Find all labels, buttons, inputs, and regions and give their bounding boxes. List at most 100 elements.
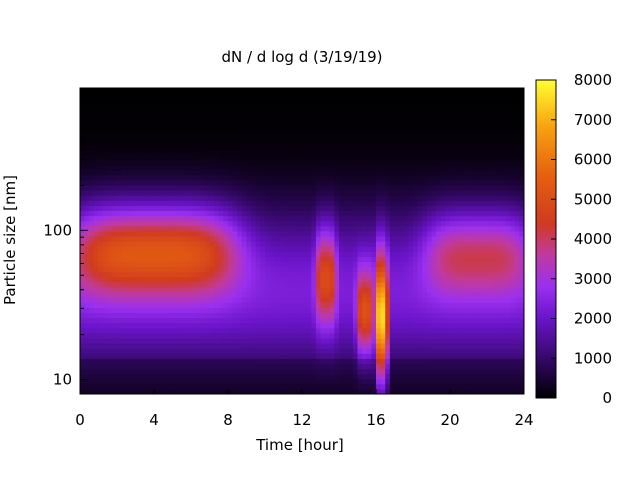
heatmap-cell xyxy=(260,139,266,145)
heatmap-cell xyxy=(163,261,169,268)
heatmap-cell xyxy=(232,225,238,232)
heatmap-cell xyxy=(459,388,465,394)
heatmap-cell xyxy=(251,246,257,252)
heatmap-cell xyxy=(292,317,298,324)
heatmap-cell xyxy=(214,118,220,125)
heatmap-cell xyxy=(399,373,405,380)
heatmap-cell xyxy=(241,358,248,364)
heatmap-cell xyxy=(163,205,169,211)
heatmap-cell xyxy=(140,276,146,283)
heatmap-cell xyxy=(329,368,335,375)
heatmap-cell xyxy=(214,297,220,303)
heatmap-cell xyxy=(422,179,428,186)
heatmap-cell xyxy=(260,133,266,140)
heatmap-cell xyxy=(167,169,174,176)
heatmap-cell xyxy=(126,317,132,324)
heatmap-cell xyxy=(167,368,174,375)
heatmap-cell xyxy=(107,184,113,191)
heatmap-cell xyxy=(140,317,146,324)
heatmap-cell xyxy=(177,113,183,120)
heatmap-cell xyxy=(399,184,405,191)
heatmap-cell xyxy=(376,343,382,349)
heatmap-cell xyxy=(417,343,423,349)
heatmap-cell xyxy=(380,246,386,252)
heatmap-cell xyxy=(237,215,243,222)
heatmap-cell xyxy=(371,327,377,334)
heatmap-cell xyxy=(417,251,423,257)
heatmap-cell xyxy=(329,292,335,298)
heatmap-cell xyxy=(265,169,271,176)
heatmap-cell xyxy=(186,98,192,104)
heatmap-cell xyxy=(394,128,400,135)
heatmap-cell xyxy=(459,220,465,227)
heatmap-cell xyxy=(172,246,178,252)
heatmap-cell xyxy=(459,322,465,329)
heatmap-cell xyxy=(218,317,224,324)
heatmap-cell xyxy=(163,266,169,273)
heatmap-cell xyxy=(237,98,243,104)
heatmap-cell xyxy=(352,184,359,191)
heatmap-cell xyxy=(357,195,363,201)
heatmap-cell xyxy=(436,276,442,283)
heatmap-cell xyxy=(260,179,266,186)
heatmap-cell xyxy=(117,184,123,191)
heatmap-cell xyxy=(223,154,229,160)
heatmap-cell xyxy=(186,195,192,201)
heatmap-cell xyxy=(181,190,187,196)
heatmap-cell xyxy=(255,144,261,150)
heatmap-cell xyxy=(459,164,465,171)
heatmap-cell xyxy=(172,108,178,115)
heatmap-cell xyxy=(366,128,372,135)
heatmap-cell xyxy=(426,271,433,278)
heatmap-cell xyxy=(357,200,363,206)
heatmap-cell xyxy=(93,184,100,191)
heatmap-cell xyxy=(274,195,280,201)
heatmap-cell xyxy=(283,317,289,324)
heatmap-cell xyxy=(426,220,433,227)
heatmap-cell xyxy=(241,337,248,344)
heatmap-cell xyxy=(311,388,317,394)
heatmap-cell xyxy=(366,286,372,293)
heatmap-cell xyxy=(302,113,308,120)
heatmap-cell xyxy=(371,256,377,262)
heatmap-cell xyxy=(399,149,405,155)
heatmap-cell xyxy=(394,195,400,201)
heatmap-cell xyxy=(269,93,275,99)
heatmap-cell xyxy=(403,93,409,99)
heatmap-cell xyxy=(154,251,160,257)
heatmap-cell xyxy=(84,169,90,176)
heatmap-cell xyxy=(84,343,90,349)
heatmap-cell xyxy=(140,220,146,227)
heatmap-cell xyxy=(385,261,391,268)
heatmap-cell xyxy=(204,302,211,308)
heatmap-cell xyxy=(274,128,280,135)
heatmap-cell xyxy=(334,230,340,237)
heatmap-cell xyxy=(260,169,266,176)
heatmap-cell xyxy=(329,302,335,308)
heatmap-cell xyxy=(200,159,206,166)
heatmap-cell xyxy=(283,327,289,334)
heatmap-cell xyxy=(232,139,238,145)
heatmap-cell xyxy=(408,108,414,115)
heatmap-cell xyxy=(181,332,187,339)
heatmap-cell xyxy=(371,297,377,303)
heatmap-cell xyxy=(380,88,386,94)
heatmap-cell xyxy=(320,164,326,171)
heatmap-cell xyxy=(426,164,433,171)
heatmap-cell xyxy=(232,307,238,313)
heatmap-cell xyxy=(450,363,456,370)
heatmap-cell xyxy=(191,88,197,94)
heatmap-cell xyxy=(177,373,183,380)
heatmap-cell xyxy=(315,133,322,140)
heatmap-cell xyxy=(320,246,326,252)
heatmap-cell xyxy=(394,276,400,283)
heatmap-cell xyxy=(98,195,104,201)
heatmap-cell xyxy=(172,378,178,385)
heatmap-cell xyxy=(163,256,169,262)
heatmap-cell xyxy=(362,118,368,125)
heatmap-cell xyxy=(158,184,164,191)
heatmap-cell xyxy=(278,195,285,201)
heatmap-cell xyxy=(288,195,294,201)
heatmap-cell xyxy=(126,133,132,140)
heatmap-cell xyxy=(269,297,275,303)
